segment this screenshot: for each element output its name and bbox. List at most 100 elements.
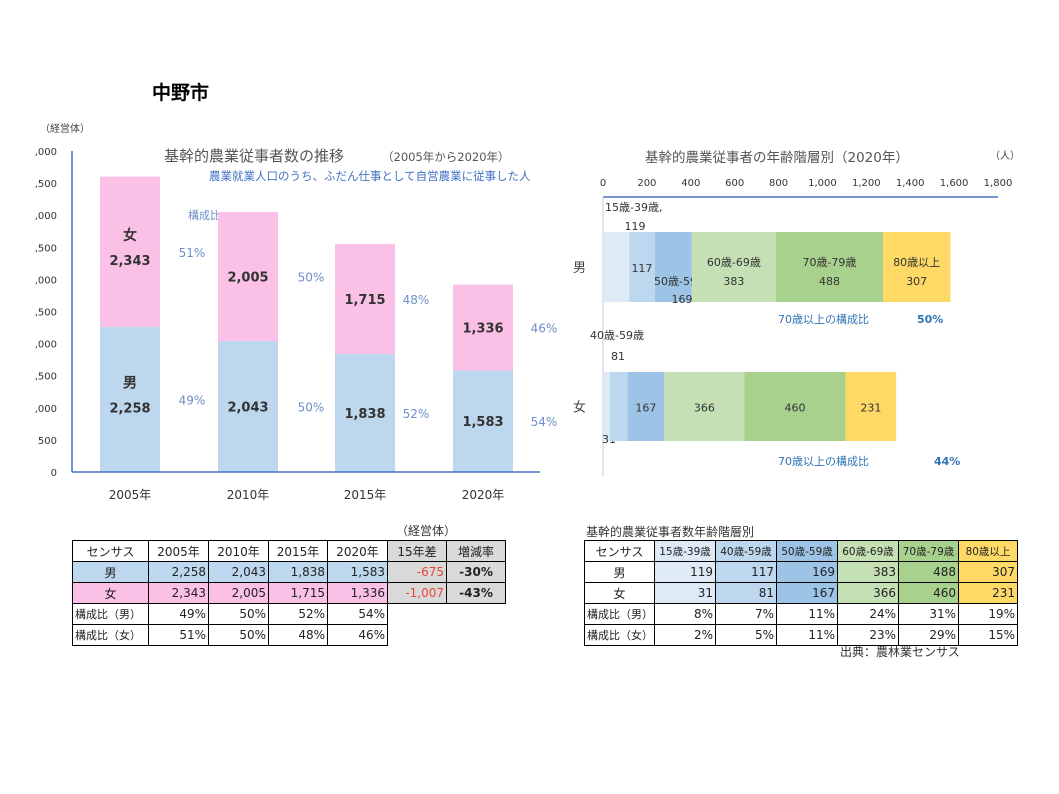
table-header-cell: 80歳以上	[958, 540, 1018, 562]
table-header-row: センサス 2005年 2010年 2015年 2020年 15年差 増減率	[72, 540, 506, 562]
share-label: 51%	[179, 246, 206, 260]
share-label: 54%	[531, 415, 558, 429]
table-cell: 49%	[148, 603, 209, 625]
table-cell: 366	[837, 582, 899, 604]
x-tick-label: 800	[769, 178, 788, 189]
x-tick-label: 1,000	[808, 178, 837, 189]
y-tick-label: 500	[38, 436, 57, 447]
chart-unit: （人）	[990, 150, 1020, 162]
data-label: 1,715	[344, 293, 385, 308]
bar-segment	[654, 232, 692, 302]
table-cell: 29%	[898, 624, 959, 646]
ratio-label: 70歳以上の構成比	[778, 455, 869, 468]
table-header-cell: 2020年	[327, 540, 388, 562]
data-label: 307	[906, 275, 927, 288]
table-cell: 構成比（女）	[72, 624, 149, 646]
table-cell: 男	[584, 561, 655, 583]
data-label: 81	[611, 350, 625, 363]
series-label: 60歳-69歳	[707, 256, 761, 269]
table-cell: 構成比（男）	[584, 603, 655, 625]
table-row: 女 31 81 167 366 460 231	[584, 582, 1018, 604]
share-label: 50%	[298, 400, 325, 414]
table-cell: 460	[898, 582, 959, 604]
table-header-cell: 60歳-69歳	[837, 540, 899, 562]
table-cell: 女	[584, 582, 655, 604]
table-header-row: センサス 15歳-39歳 40歳-59歳 50歳-59歳 60歳-69歳 70歳-79歳 8…	[584, 540, 1018, 562]
data-label: 488	[819, 275, 840, 288]
table-cell: 8%	[654, 603, 716, 625]
table-cell: 31%	[898, 603, 959, 625]
data-label: 2,258	[109, 402, 150, 417]
data-label: 231	[860, 402, 881, 415]
x-tick-label: 600	[725, 178, 744, 189]
y-tick-label: 4,500	[28, 179, 57, 190]
x-tick-label: 1,200	[852, 178, 881, 189]
table-header-cell: 15歳-39歳	[654, 540, 716, 562]
female-ratio: 44%	[934, 455, 960, 468]
series-label: 40歳-59歳	[590, 329, 644, 342]
series-label: 15歳-39歳,	[605, 201, 662, 214]
share-label: 52%	[403, 407, 430, 421]
table-cell: 31	[654, 582, 716, 604]
table-row: 構成比（男） 8% 7% 11% 24% 31% 19%	[584, 603, 1018, 625]
bar-male	[335, 354, 395, 472]
table-row: 構成比（男） 49% 50% 52% 54%	[72, 603, 506, 625]
table-cell: 81	[715, 582, 777, 604]
bar-female	[453, 284, 513, 371]
table-cell: 231	[958, 582, 1018, 604]
y-tick-label: 4,000	[28, 211, 57, 222]
table-cell: 2,005	[208, 582, 269, 604]
ratio-label: 構成比	[188, 209, 221, 222]
y-tick-label: 0	[51, 468, 57, 479]
series-label: 70歳-79歳	[802, 256, 856, 269]
x-tick-label: 1,600	[940, 178, 969, 189]
y-tick-label: 3,000	[28, 275, 57, 286]
bar-segment	[845, 372, 897, 441]
table-header-cell: 2005年	[148, 540, 209, 562]
chart-title-suffix: （2005年から2020年）	[382, 150, 510, 164]
series-label: 男	[123, 376, 137, 392]
bar-segment	[883, 232, 951, 302]
table-cell: 男	[72, 561, 149, 583]
y-tick-label: 2,000	[28, 340, 57, 351]
x-tick-label: 1,800	[984, 178, 1013, 189]
x-tick-label: 2015年	[344, 488, 387, 502]
table-cell: 52%	[268, 603, 328, 625]
empty-cell	[388, 625, 447, 646]
ratio-label: 70歳以上の構成比	[778, 313, 869, 326]
table-cell: 15%	[958, 624, 1018, 646]
x-tick-label: 200	[637, 178, 656, 189]
data-label: 169	[672, 293, 693, 306]
table-cell: 167	[776, 582, 838, 604]
bar-segment	[629, 232, 655, 302]
table-cell: 24%	[837, 603, 899, 625]
bar-female	[335, 243, 395, 355]
table-cell: 50%	[208, 603, 269, 625]
x-tick-label: 0	[600, 178, 606, 189]
table-cell: 女	[72, 582, 149, 604]
table-cell: 50%	[208, 624, 269, 646]
table-header-cell: 2010年	[208, 540, 269, 562]
y-tick-label: 5,000	[28, 147, 57, 158]
table-row: 男 119 117 169 383 488 307	[584, 561, 1018, 583]
table-row: 女 2,343 2,005 1,715 1,336 -1,007 -43%	[72, 582, 506, 604]
right-table-title: 基幹的農業従事者数年齢階層別	[586, 525, 755, 539]
table-cell: 1,583	[327, 561, 388, 583]
table-cell: 46%	[327, 624, 388, 646]
table-cell: 383	[837, 561, 899, 583]
data-label: 2,005	[227, 270, 268, 285]
left-table-unit: （経営体）	[396, 524, 457, 538]
data-label: 383	[723, 275, 744, 288]
table-header-cell: センサス	[584, 540, 655, 562]
table-cell: 11%	[776, 603, 838, 625]
right-chart: 基幹的農業従事者の年齢階層別（2020年） （人） 0 200 400 600 800 1,0…	[573, 149, 1020, 476]
table-cell: 488	[898, 561, 959, 583]
data-label: 1,336	[462, 321, 503, 336]
data-label: 167	[635, 402, 656, 415]
source-note: 出典：農林業センサス	[840, 645, 960, 659]
table-header-cell: 15年差	[387, 540, 447, 562]
bar-segment	[691, 232, 776, 302]
data-label: 2,043	[227, 400, 268, 415]
table-cell: 307	[958, 561, 1018, 583]
